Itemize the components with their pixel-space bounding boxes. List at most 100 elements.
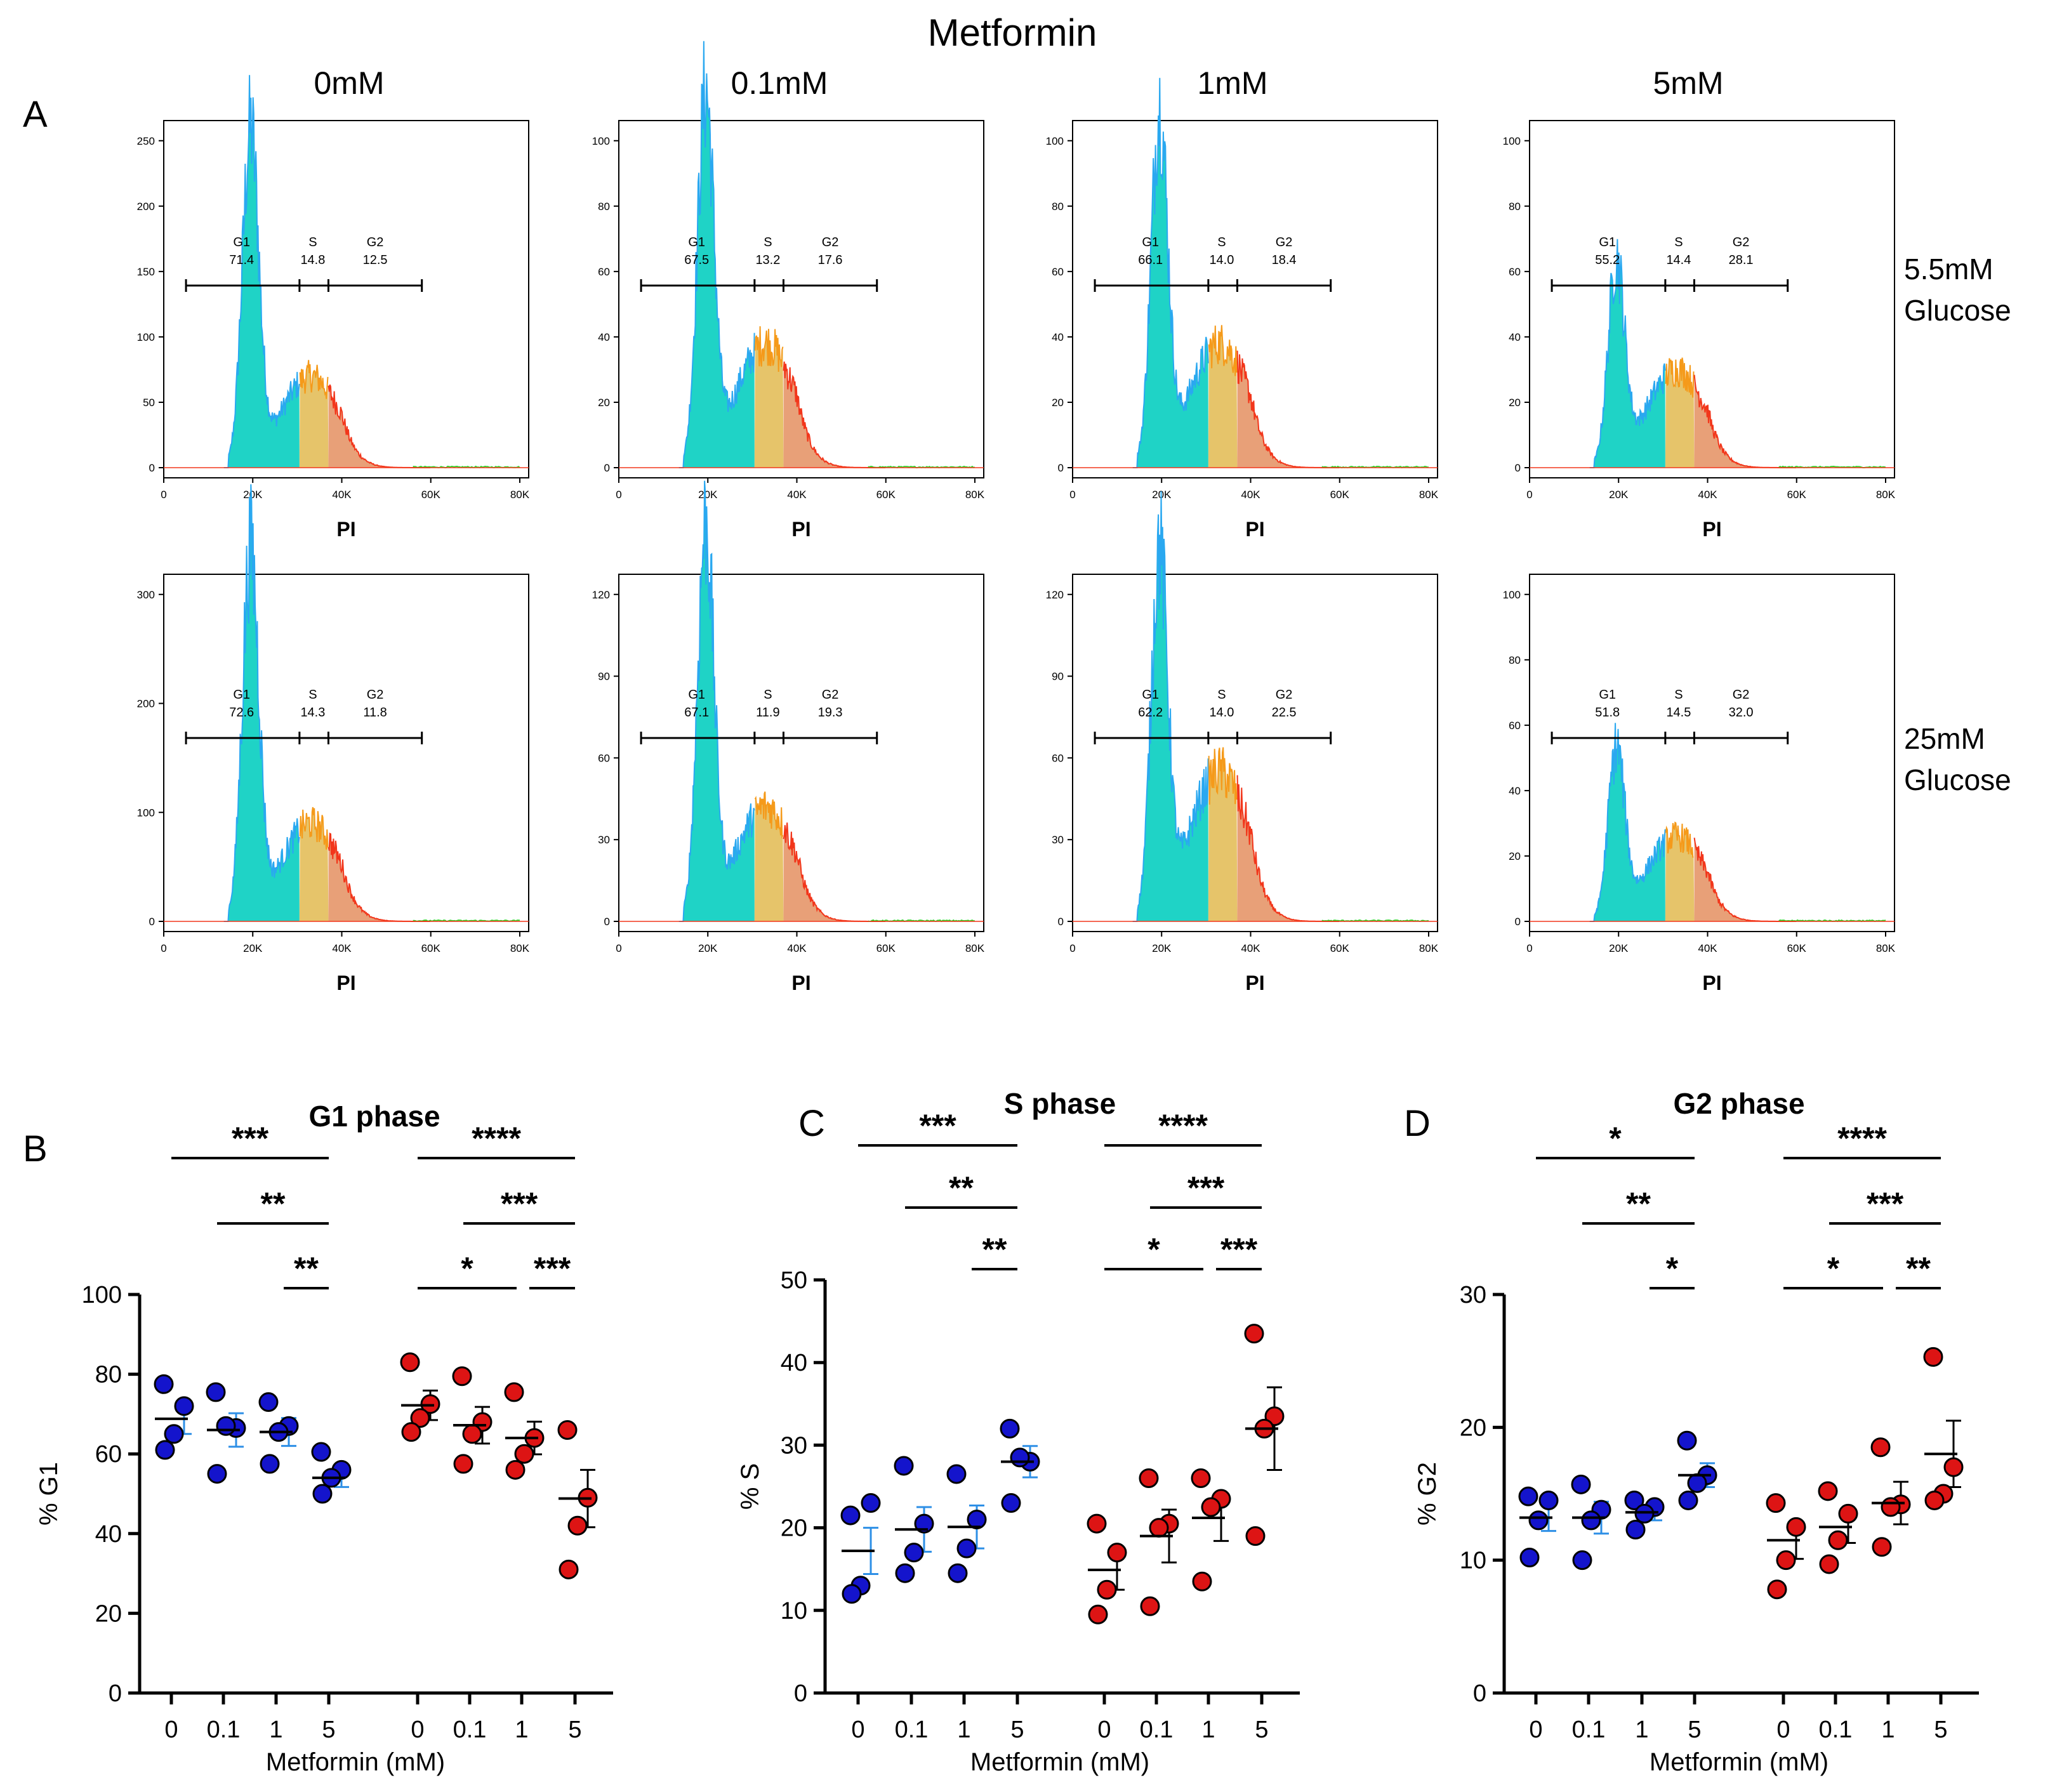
x-tick-label: 0 — [1526, 942, 1532, 954]
gate-value-S: 13.2 — [755, 253, 780, 267]
data-point-red — [1097, 1579, 1117, 1600]
significance-label: *** — [919, 1108, 956, 1143]
gate-name-G2: G2 — [1276, 235, 1293, 249]
conc-label-1: 0.1mM — [731, 65, 828, 101]
data-point-red — [452, 1366, 472, 1387]
gate-value-G1: 72.6 — [229, 706, 254, 720]
x-tick-label: 20K — [698, 489, 718, 501]
figure-title: Metformin — [928, 11, 1097, 54]
y-axis-label: % G1 — [35, 1462, 63, 1525]
x-tick-label: 80K — [1876, 942, 1896, 954]
y-axis-label: % S — [736, 1463, 764, 1510]
g1-edge — [1589, 239, 1666, 468]
y-tick-label: 100 — [1503, 589, 1521, 601]
data-point-red — [1088, 1604, 1108, 1624]
s-edge — [1665, 357, 1695, 398]
data-point-blue — [956, 1538, 977, 1558]
g1-region — [1132, 491, 1208, 921]
data-point-red — [462, 1424, 482, 1444]
y-tick-label: 10 — [1460, 1548, 1486, 1574]
data-point-red — [1870, 1437, 1891, 1458]
histogram-0-3: 0 20 40 60 80 100 0 20K 40K 60K 80K PI G1 55.2 S 14.4 G2… — [1503, 120, 1896, 541]
data-point-blue — [312, 1484, 333, 1504]
gate-value-S: 14.0 — [1209, 706, 1234, 720]
histogram-frame — [618, 120, 984, 478]
g1-edge — [223, 75, 300, 468]
y-tick-label: 0 — [1473, 1680, 1486, 1707]
condition-0-line2: Glucose — [1904, 294, 2011, 327]
x-tick-label: 0.1 — [1819, 1716, 1853, 1743]
y-tick-label: 0 — [149, 916, 155, 928]
gate-value-G2: 11.8 — [363, 706, 387, 720]
x-axis-label: Metformin (mM) — [1650, 1748, 1828, 1776]
data-point-red — [1786, 1517, 1806, 1537]
s-edge — [754, 791, 784, 840]
histogram-0-0: 0 50 100 150 200 250 0 20K 40K 60K 80K PI G1 71.4 S 14.… — [137, 75, 530, 541]
x-tick-label: 0.1 — [895, 1716, 929, 1743]
x-tick-label: 60K — [1787, 942, 1807, 954]
x-tick-label: 20K — [1609, 489, 1629, 501]
x-axis-label: Metformin (mM) — [266, 1748, 445, 1776]
data-point-red — [1140, 1596, 1160, 1616]
x-tick-label: 0 — [1776, 1716, 1790, 1743]
y-tick-label: 0 — [1058, 916, 1064, 928]
data-point-blue — [895, 1563, 915, 1583]
data-point-blue — [861, 1493, 881, 1513]
s-edge — [1208, 325, 1238, 376]
y-tick-label: 80 — [1509, 654, 1521, 666]
g1-edge — [678, 41, 755, 468]
y-tick-label: 100 — [1503, 135, 1521, 147]
y-tick-label: 60 — [1052, 752, 1064, 764]
data-point-blue — [207, 1464, 227, 1484]
y-tick-label: 200 — [137, 201, 155, 213]
significance-label: * — [1666, 1251, 1679, 1286]
data-point-blue — [1572, 1550, 1592, 1571]
data-point-blue — [894, 1456, 914, 1476]
data-point-red — [1244, 1324, 1264, 1344]
y-tick-label: 0 — [109, 1680, 122, 1707]
data-point-blue — [1625, 1520, 1646, 1540]
y-tick-label: 20 — [1509, 397, 1521, 409]
data-point-blue — [1538, 1490, 1559, 1510]
g1-region — [1132, 77, 1208, 468]
significance-label: ** — [949, 1170, 974, 1206]
data-point-blue — [154, 1374, 174, 1394]
gate-name-G2: G2 — [822, 688, 839, 702]
data-point-red — [559, 1559, 579, 1579]
data-point-blue — [1528, 1510, 1549, 1531]
x-axis-label: PI — [336, 518, 355, 541]
y-tick-label: 40 — [598, 331, 610, 343]
x-tick-label: 20K — [243, 942, 263, 954]
gate-name-G1: G1 — [688, 235, 705, 249]
y-tick-label: 120 — [592, 589, 610, 601]
y-tick-label: 250 — [137, 135, 155, 147]
data-point-blue — [1518, 1486, 1538, 1506]
panel-title: S phase — [1004, 1087, 1116, 1120]
x-tick-label: 0 — [851, 1716, 864, 1743]
g2-region — [783, 361, 886, 468]
y-axis-label: % G2 — [1413, 1462, 1441, 1525]
data-point-red — [514, 1444, 534, 1464]
y-tick-label: 20 — [1052, 397, 1064, 409]
gate-name-S: S — [764, 688, 772, 702]
s-edge — [754, 326, 784, 372]
y-tick-label: 0 — [1058, 462, 1064, 474]
data-point-red — [1192, 1571, 1212, 1591]
scatter-panel-D: D G2 phase 0 10 20 30 0 0.1 1 5 0 0.1 1 5 Metformin (m… — [1404, 1087, 1979, 1776]
data-point-red — [401, 1422, 421, 1442]
x-tick-label: 0.1 — [1140, 1716, 1174, 1743]
y-tick-label: 60 — [598, 752, 610, 764]
x-axis-label: PI — [336, 972, 355, 994]
x-tick-label: 5 — [1010, 1716, 1024, 1743]
data-point-red — [1201, 1497, 1221, 1517]
x-tick-label: 0 — [161, 489, 166, 501]
y-tick-label: 0 — [794, 1680, 807, 1707]
g1-region — [223, 75, 300, 468]
y-tick-label: 0 — [604, 916, 610, 928]
y-tick-label: 80 — [598, 201, 610, 213]
data-point-blue — [1678, 1490, 1698, 1510]
y-tick-label: 60 — [598, 266, 610, 278]
histogram-1-0: 0 100 200 300 0 20K 40K 60K 80K PI G1 72.6 S 14.3 G2 11… — [137, 484, 530, 994]
